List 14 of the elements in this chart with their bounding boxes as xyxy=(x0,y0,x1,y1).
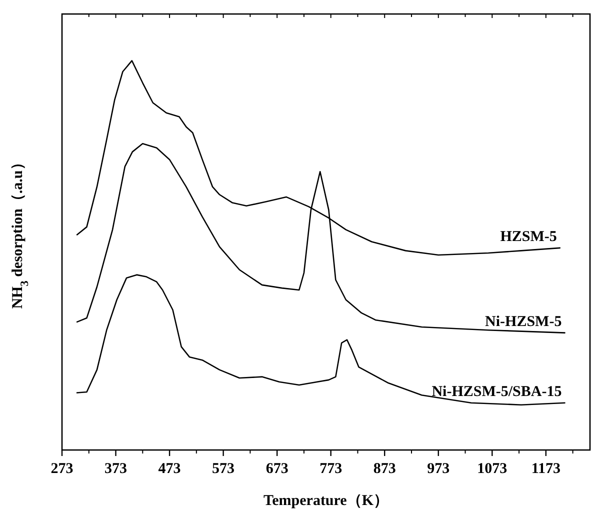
x-tick-label: 1073 xyxy=(477,461,508,477)
x-tick-label: 373 xyxy=(104,461,128,477)
x-tick-label: 973 xyxy=(427,461,450,477)
series-label: Ni-HZSM-5/SBA-15 xyxy=(432,384,562,400)
x-tick-label: 473 xyxy=(158,461,181,477)
series-label: HZSM-5 xyxy=(500,228,557,245)
x-tick-label: 773 xyxy=(320,461,342,477)
x-axis-title: Temperature（K） xyxy=(264,493,388,509)
series-label: Ni-HZSM-5 xyxy=(485,314,562,330)
x-tick-label: 573 xyxy=(212,461,235,477)
x-tick-label: 1173 xyxy=(531,461,561,477)
x-tick-label: 873 xyxy=(373,461,396,477)
x-tick-label: 673 xyxy=(266,461,288,477)
x-tick-label: 273 xyxy=(50,461,74,477)
